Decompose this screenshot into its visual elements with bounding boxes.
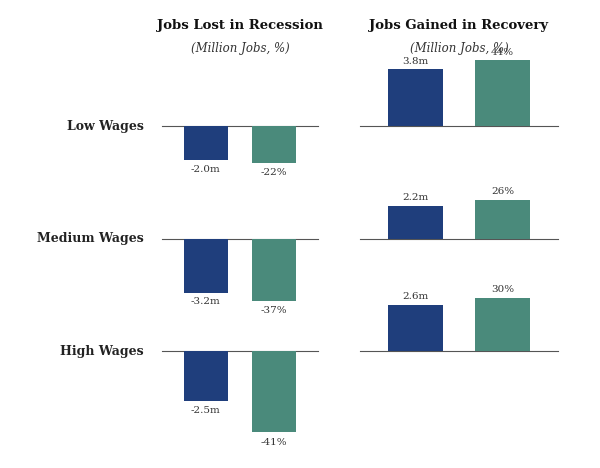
Text: -2.5m: -2.5m [191,406,221,415]
Text: Jobs Gained in Recovery: Jobs Gained in Recovery [370,19,548,32]
Bar [253,126,296,163]
Text: -3.2m: -3.2m [191,298,221,307]
Text: -37%: -37% [261,306,287,315]
Text: 30%: 30% [491,285,514,294]
Text: -22%: -22% [261,168,287,177]
Bar [475,60,530,126]
Bar [475,298,530,351]
Bar [184,239,227,292]
Bar [388,205,443,239]
Text: 44%: 44% [491,48,514,57]
Text: Medium Wages: Medium Wages [37,232,144,245]
Text: Low Wages: Low Wages [67,120,144,133]
Text: -41%: -41% [261,438,287,447]
Bar [475,199,530,239]
Text: 3.8m: 3.8m [403,57,428,66]
Text: 2.6m: 2.6m [403,292,428,301]
Text: Jobs Lost in Recession: Jobs Lost in Recession [157,19,323,32]
Text: High Wages: High Wages [61,344,144,358]
Bar [388,305,443,351]
Text: (Million Jobs, %): (Million Jobs, %) [191,42,289,55]
Text: -2.0m: -2.0m [191,165,221,174]
Text: 2.2m: 2.2m [403,193,428,202]
Text: (Million Jobs, %): (Million Jobs, %) [410,42,508,55]
Bar [388,69,443,126]
Bar [253,239,296,301]
Text: 26%: 26% [491,187,514,196]
Bar [184,126,227,160]
Bar [184,351,227,401]
Bar [253,351,296,432]
